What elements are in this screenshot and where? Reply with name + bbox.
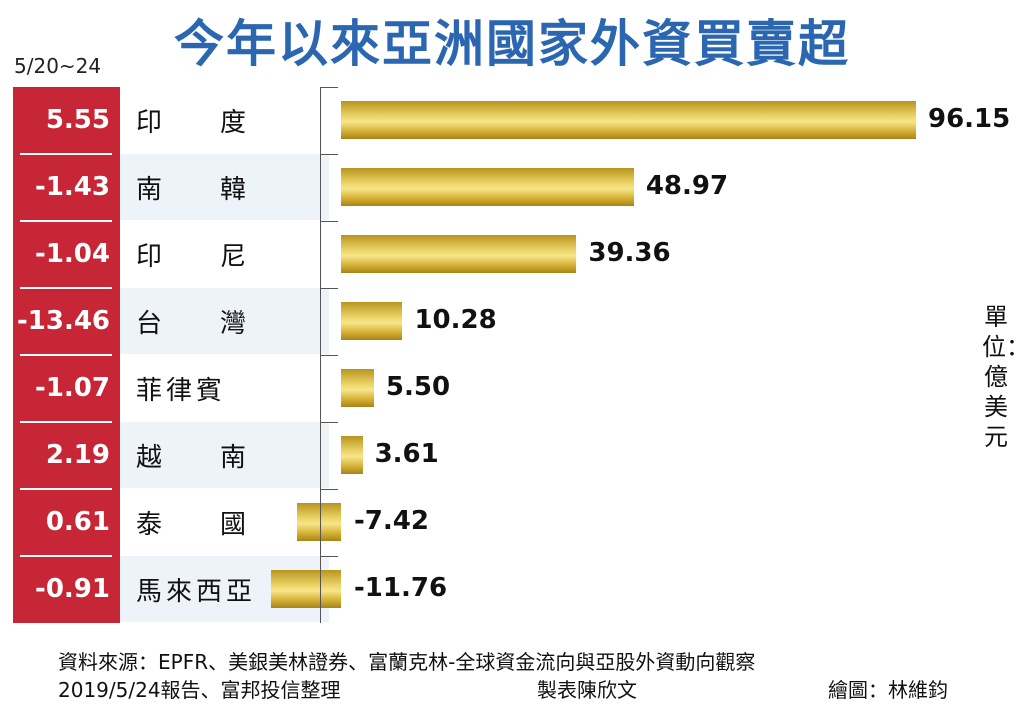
row-divider (20, 220, 112, 222)
country-label: 印尼 (136, 241, 246, 272)
country-label: 菲律賓 (136, 375, 227, 406)
weekly-value: -1.07 (35, 373, 110, 403)
weekly-value: 0.61 (45, 507, 110, 537)
axis-tick (320, 221, 338, 222)
axis-tick (320, 355, 338, 356)
ytd-bar (296, 503, 341, 541)
country-label: 泰國 (136, 509, 246, 540)
country-label: 印度 (136, 107, 246, 138)
week-range-label: 5/20~24 (14, 54, 102, 78)
weekly-value: 5.55 (45, 105, 110, 135)
weekly-value: -1.04 (35, 239, 110, 269)
ytd-value-label: 96.15 (928, 104, 1011, 134)
country-label: 越南 (120, 422, 329, 488)
row-divider (20, 421, 112, 423)
axis-tick (320, 87, 338, 88)
ytd-value-label: -7.42 (354, 506, 429, 536)
weekly-value: 2.19 (45, 440, 110, 470)
ytd-value-label: 39.36 (588, 238, 671, 268)
ytd-value-label: 48.97 (645, 171, 729, 201)
source-line-1: 資料來源：EPFR、美銀美林證券、富蘭克林-全球資金流向與亞股外資動向觀察 (58, 650, 756, 674)
row-divider (20, 287, 112, 289)
row-divider (20, 555, 112, 557)
row-divider (20, 354, 112, 356)
weekly-value: -1.43 (35, 172, 110, 202)
axis-tick (320, 288, 338, 289)
weekly-value: -13.46 (16, 306, 110, 336)
ytd-bar (341, 436, 363, 474)
weekly-value: -0.91 (35, 574, 110, 604)
axis-tick (320, 154, 338, 155)
ytd-value-label: 10.28 (414, 305, 497, 335)
row-divider (20, 488, 112, 490)
ytd-bar (270, 570, 341, 608)
row-divider (20, 153, 112, 155)
country-label: 台灣 (120, 288, 329, 354)
ytd-bar (341, 235, 577, 273)
chart-artist: 繪圖：林維鈞 (828, 678, 948, 702)
zero-axis (320, 87, 321, 623)
chart-title: 今年以來亞洲國家外資買賣超 (174, 15, 850, 73)
ytd-bar (341, 168, 634, 206)
axis-tick (320, 422, 338, 423)
ytd-bar (341, 302, 403, 340)
table-maker: 製表陳欣文 (537, 678, 637, 702)
ytd-bar (341, 369, 374, 407)
ytd-value-label: -11.76 (354, 573, 448, 603)
ytd-value-label: 3.61 (374, 439, 439, 469)
axis-tick (320, 556, 338, 557)
source-line-2: 2019/5/24報告、富邦投信整理 (58, 678, 341, 702)
country-label: 南韓 (120, 154, 329, 220)
unit-label: 單位：億美元 (982, 303, 1024, 451)
ytd-bar (341, 101, 916, 139)
axis-tick (320, 489, 338, 490)
ytd-value-label: 5.50 (385, 372, 451, 402)
